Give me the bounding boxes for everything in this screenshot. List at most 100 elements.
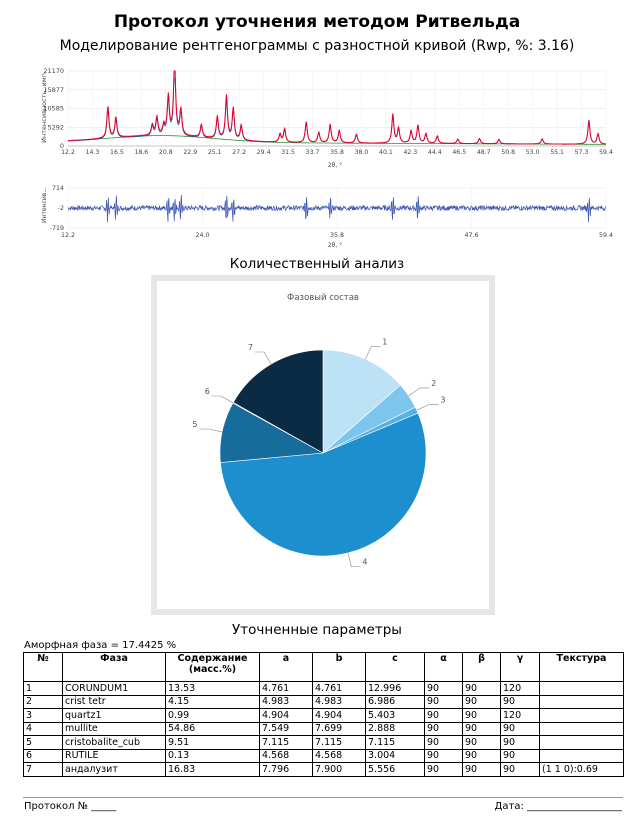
table-cell: 9.51 — [165, 735, 260, 750]
page-title: Протокол уточнения методом Ритвельда — [113, 12, 521, 32]
xrd-y-tick: 10585 — [43, 105, 64, 113]
table-cell: 90 — [500, 762, 540, 777]
table-cell: 4.761 — [259, 681, 313, 696]
amorphous-phase-text: Аморфная фаза = 17.4425 % — [24, 640, 177, 651]
table-cell — [539, 735, 624, 750]
table-cell: CORUNDUM1 — [62, 681, 166, 696]
table-cell: 0.13 — [165, 748, 260, 763]
table-cell: 7.699 — [312, 721, 366, 736]
params-header-cell: Текстура — [539, 652, 624, 682]
table-cell: 90 — [500, 748, 540, 763]
pie-label-1: 1 — [382, 337, 387, 346]
diff-x-tick: 24.0 — [195, 232, 209, 239]
table-cell: 90 — [424, 748, 463, 763]
table-cell: 90 — [424, 762, 463, 777]
table-row: 7 андалузит 16.83 7.796 7.900 5.556 90 90 90 (1 1… — [23, 762, 624, 777]
table-cell: 90 — [500, 721, 540, 736]
params-header-cell: Фаза — [62, 652, 166, 682]
xrd-x-tick: 14.3 — [86, 149, 100, 156]
table-cell: 5.556 — [365, 762, 425, 777]
xrd-x-tick: 50.8 — [501, 149, 515, 156]
table-cell — [539, 708, 624, 723]
table-cell: 5 — [23, 735, 63, 750]
xrd-x-tick: 31.5 — [281, 149, 295, 156]
pie-label-2: 2 — [431, 379, 436, 388]
table-cell: 4.15 — [165, 694, 260, 709]
table-cell: 6 — [23, 748, 63, 763]
table-cell: (1 1 0):0.69 — [539, 762, 624, 777]
xrd-y-tick: 0 — [60, 142, 64, 150]
pie-leader-line — [211, 395, 234, 404]
table-cell — [539, 694, 624, 709]
table-cell: 120 — [500, 708, 540, 723]
pie-leader-line — [255, 351, 272, 365]
xrd-x-tick: 20.8 — [159, 149, 173, 156]
table-cell: 90 — [462, 708, 501, 723]
table-row: 6 RUTILE 0.13 4.568 4.568 3.004 90 90 90 — [23, 748, 624, 763]
table-cell: 2.888 — [365, 721, 425, 736]
table-cell: 1 — [23, 681, 63, 696]
protocol-number: Протокол № _____ — [24, 801, 117, 812]
table-cell: 0.99 — [165, 708, 260, 723]
xrd-x-tick: 12.2 — [61, 149, 75, 156]
observed-curve — [68, 70, 607, 145]
table-cell: 4.568 — [312, 748, 366, 763]
table-cell: crist tetr — [62, 694, 166, 709]
difference-curve — [67, 194, 607, 223]
table-cell: 16.83 — [165, 762, 260, 777]
pie-slice-1 — [322, 349, 401, 454]
table-cell: 54.86 — [165, 721, 260, 736]
xrd-x-tick: 53.0 — [526, 149, 540, 156]
pie-leader-line — [408, 387, 430, 396]
xrd-x-tick: 59.4 — [599, 149, 613, 156]
table-row: 2 crist tetr 4.15 4.983 4.983 6.986 90 90 90 — [23, 694, 624, 709]
table-cell: 90 — [424, 681, 463, 696]
table-cell: 4 — [23, 721, 63, 736]
table-cell: 7.115 — [312, 735, 366, 750]
table-cell: 90 — [462, 721, 501, 736]
table-cell: 90 — [462, 694, 501, 709]
xrd-x-tick: 42.3 — [403, 149, 417, 156]
xrd-x-tick: 22.9 — [183, 149, 197, 156]
pie-chart-title: Фазовый состав — [287, 293, 359, 303]
pie-label-5: 5 — [192, 420, 197, 429]
table-cell: 4.568 — [259, 748, 313, 763]
difference-curve-chart: Интенсив... 714 -2 -719 12.2 24.0 35.8 47.6 59… — [41, 185, 613, 249]
xrd-y-tick: 5292 — [47, 123, 64, 131]
xrd-x-tick: 40.1 — [379, 149, 393, 156]
table-cell: 13.53 — [165, 681, 260, 696]
table-cell: 7 — [23, 762, 63, 777]
table-row: 5 cristobalite_cub 9.51 7.115 7.115 7.115 90 90… — [23, 735, 624, 750]
xrd-y-axis-label: Интенсивность, имп — [40, 73, 48, 143]
params-header-cell: β — [462, 652, 501, 682]
table-cell: 3.004 — [365, 748, 425, 763]
params-table: № Фаза Содержание (масс.%) a b c α β γ Текстура 1… — [23, 652, 624, 777]
xrd-x-tick: 16.5 — [110, 149, 124, 156]
table-cell: 90 — [500, 694, 540, 709]
xrd-x-tick: 29.4 — [257, 149, 271, 156]
xrd-x-tick: 25.1 — [208, 149, 222, 156]
params-header-cell: Содержание (масс.%) — [165, 652, 260, 682]
table-cell: 90 — [424, 721, 463, 736]
xrd-x-tick: 44.4 — [428, 149, 442, 156]
params-header-cell: b — [312, 652, 366, 682]
table-cell: 4.904 — [259, 708, 313, 723]
refined-params-title: Уточненные параметры — [232, 622, 402, 638]
table-cell: 4.761 — [312, 681, 366, 696]
table-cell: 90 — [424, 735, 463, 750]
xrd-x-axis-label: 2θ, ° — [328, 162, 342, 169]
xrd-x-tick: 38.0 — [355, 149, 369, 156]
page-subtitle: Моделирование рентгенограммы с разностно… — [59, 38, 575, 54]
table-cell: 4.983 — [259, 694, 313, 709]
table-cell: RUTILE — [62, 748, 166, 763]
table-cell: 90 — [462, 735, 501, 750]
table-cell: 4.904 — [312, 708, 366, 723]
pie-leader-line — [347, 552, 361, 567]
table-cell — [539, 681, 624, 696]
table-cell: 2 — [23, 694, 63, 709]
params-header-cell: № — [23, 652, 63, 682]
params-header-cell: γ — [500, 652, 540, 682]
table-cell: 90 — [462, 748, 501, 763]
